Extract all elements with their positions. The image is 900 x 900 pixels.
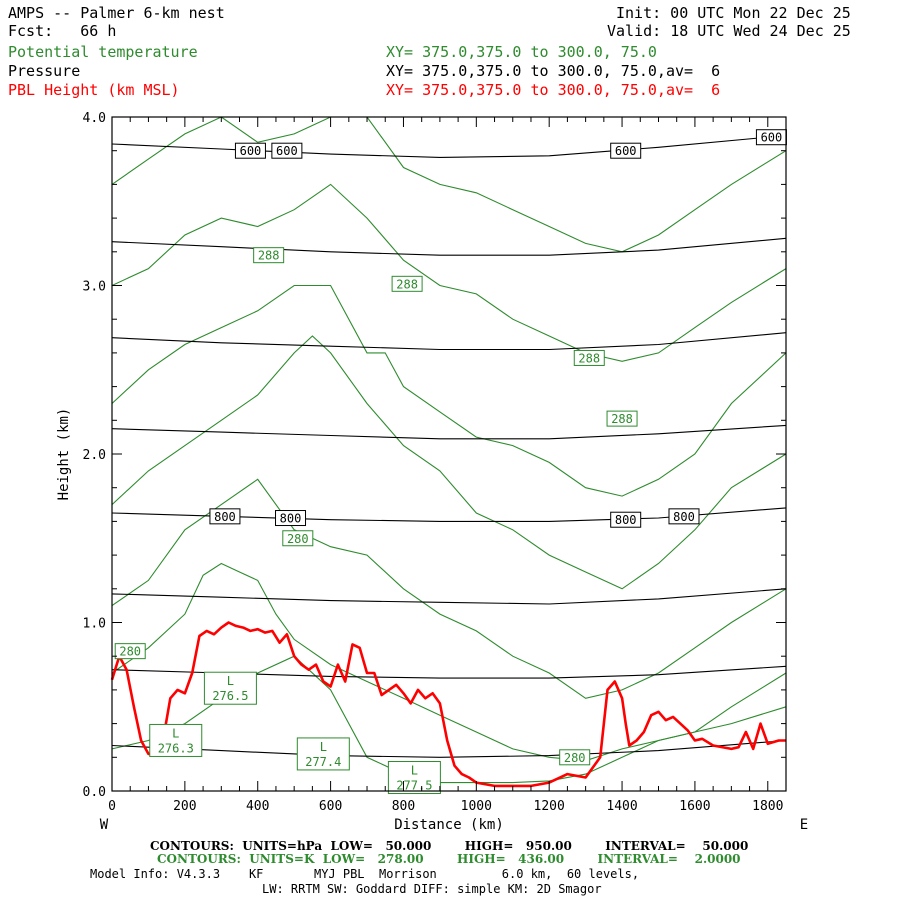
x-axis-label: Distance (km) (394, 817, 504, 833)
svg-text:L: L (227, 674, 234, 688)
forecast-hour: Fcst: 66 h (8, 22, 117, 40)
pressure-contour-info: CONTOURS: UNITS=hPa LOW= 50.000 HIGH= 95… (150, 839, 749, 853)
y-tick-label-2: 2.0 (83, 448, 106, 463)
svg-text:800: 800 (615, 513, 637, 527)
svg-text:277.4: 277.4 (305, 755, 341, 769)
theta-contour-6 (111, 116, 787, 253)
y-tick-label-3: 3.0 (83, 280, 106, 295)
theta-contour-5 (111, 183, 787, 362)
y-tick-label-1: 1.0 (83, 617, 106, 632)
x-tick-label-5: 1000 (461, 799, 492, 814)
west-label: W (100, 817, 109, 833)
svg-text:288: 288 (396, 277, 418, 291)
valid-time: Valid: 18 UTC Wed 24 Dec 25 (607, 22, 851, 40)
x-tick-label-7: 1400 (606, 799, 637, 814)
theta-label-0: 288 (253, 247, 285, 264)
svg-text:288: 288 (611, 412, 633, 426)
pressure-isobars (111, 134, 787, 758)
pressure-isobar-0 (111, 739, 787, 758)
svg-text:280: 280 (287, 532, 309, 546)
svg-text:288: 288 (258, 249, 280, 263)
theta-contour-info: CONTOURS: UNITS=K LOW= 278.00 HIGH= 436.… (157, 852, 741, 866)
pressure-label-2: 600 (610, 142, 642, 159)
svg-text:280: 280 (119, 645, 141, 659)
pressure-label-6: 800 (610, 511, 642, 528)
x-tick-label-6: 1200 (534, 799, 565, 814)
theta-contour-3 (111, 335, 787, 590)
svg-text:800: 800 (673, 510, 695, 524)
y-tick-label-0: 0.0 (83, 785, 106, 800)
y-tick-label-4: 4.0 (83, 111, 106, 126)
pressure-isobar-2 (111, 588, 787, 605)
field-pressure-name: Pressure (8, 62, 81, 80)
pbl-height-line (110, 621, 786, 788)
svg-text:277.5: 277.5 (396, 779, 432, 793)
axes: 0 200 400 600 800 1000 1200 1400 1600 1800 0.0 1.0 2… (83, 111, 786, 814)
theta-contour-4 (111, 284, 787, 497)
theta-label-5: 280 (282, 530, 314, 547)
theta-label-6: 280 (559, 749, 591, 766)
svg-text:L: L (172, 726, 179, 740)
contour-labels: 600 600 600 600 800 800 800 800 288 288 288 288 280 2… (114, 129, 787, 795)
svg-text:276.3: 276.3 (158, 741, 194, 755)
theta-label-2: 288 (573, 349, 605, 366)
pressure-isobar-6 (111, 237, 787, 256)
east-label: E (800, 817, 808, 833)
field-theta-name: Potential temperature (8, 43, 198, 61)
y-axis-label: Height (km) (56, 408, 72, 501)
pressure-isobar-4 (111, 424, 787, 440)
pressure-label-5: 800 (275, 510, 307, 527)
x-tick-label-9: 1800 (752, 799, 783, 814)
svg-text:276.5: 276.5 (212, 689, 248, 703)
init-time: Init: 00 UTC Mon 22 Dec 25 (616, 4, 851, 22)
theta-contour-1 (111, 562, 787, 762)
x-tick-label-3: 600 (319, 799, 342, 814)
svg-text:600: 600 (276, 144, 298, 158)
chart-title: AMPS -- Palmer 6-km nest (8, 4, 225, 22)
theta-label-4: 280 (114, 643, 146, 660)
x-tick-label-8: 1600 (679, 799, 710, 814)
field-pbl-name: PBL Height (km MSL) (8, 81, 180, 99)
svg-text:600: 600 (615, 144, 637, 158)
field-theta-xy: XY= 375.0,375.0 to 300.0, 75.0 (386, 43, 657, 61)
model-info-line-2: LW: RRTM SW: Goddard DIFF: simple KM: 2D… (262, 882, 602, 896)
x-tick-label-1: 200 (173, 799, 196, 814)
svg-text:288: 288 (578, 351, 600, 365)
theta-label-3: 288 (606, 410, 638, 427)
pbl-height-series (110, 621, 786, 788)
svg-text:600: 600 (240, 144, 262, 158)
svg-text:L: L (320, 740, 327, 754)
pressure-isobar-7 (111, 134, 787, 158)
svg-text:800: 800 (214, 510, 236, 524)
pressure-label-4: 800 (209, 508, 241, 525)
pressure-isobar-5 (111, 332, 787, 351)
svg-text:280: 280 (564, 751, 586, 765)
x-tick-label-0: 0 (108, 799, 116, 814)
svg-text:L: L (411, 764, 418, 778)
pressure-label-3: 600 (755, 129, 787, 146)
field-pressure-xy: XY= 375.0,375.0 to 300.0, 75.0,av= 6 (386, 62, 721, 80)
x-tick-label-2: 400 (246, 799, 269, 814)
svg-text:800: 800 (280, 512, 302, 526)
svg-text:600: 600 (761, 131, 783, 145)
field-pbl-xy: XY= 375.0,375.0 to 300.0, 75.0,av= 6 (386, 81, 721, 99)
theta-contour-2 (111, 478, 787, 699)
pressure-label-7: 800 (668, 508, 700, 525)
model-info-line-1: Model Info: V4.3.3 KF MYJ PBL Morrison 6… (90, 867, 640, 881)
pressure-label-0: 600 (234, 142, 266, 159)
x-tick-label-4: 800 (392, 799, 415, 814)
pressure-label-1: 600 (271, 142, 303, 159)
theta-label-1: 288 (391, 275, 423, 292)
